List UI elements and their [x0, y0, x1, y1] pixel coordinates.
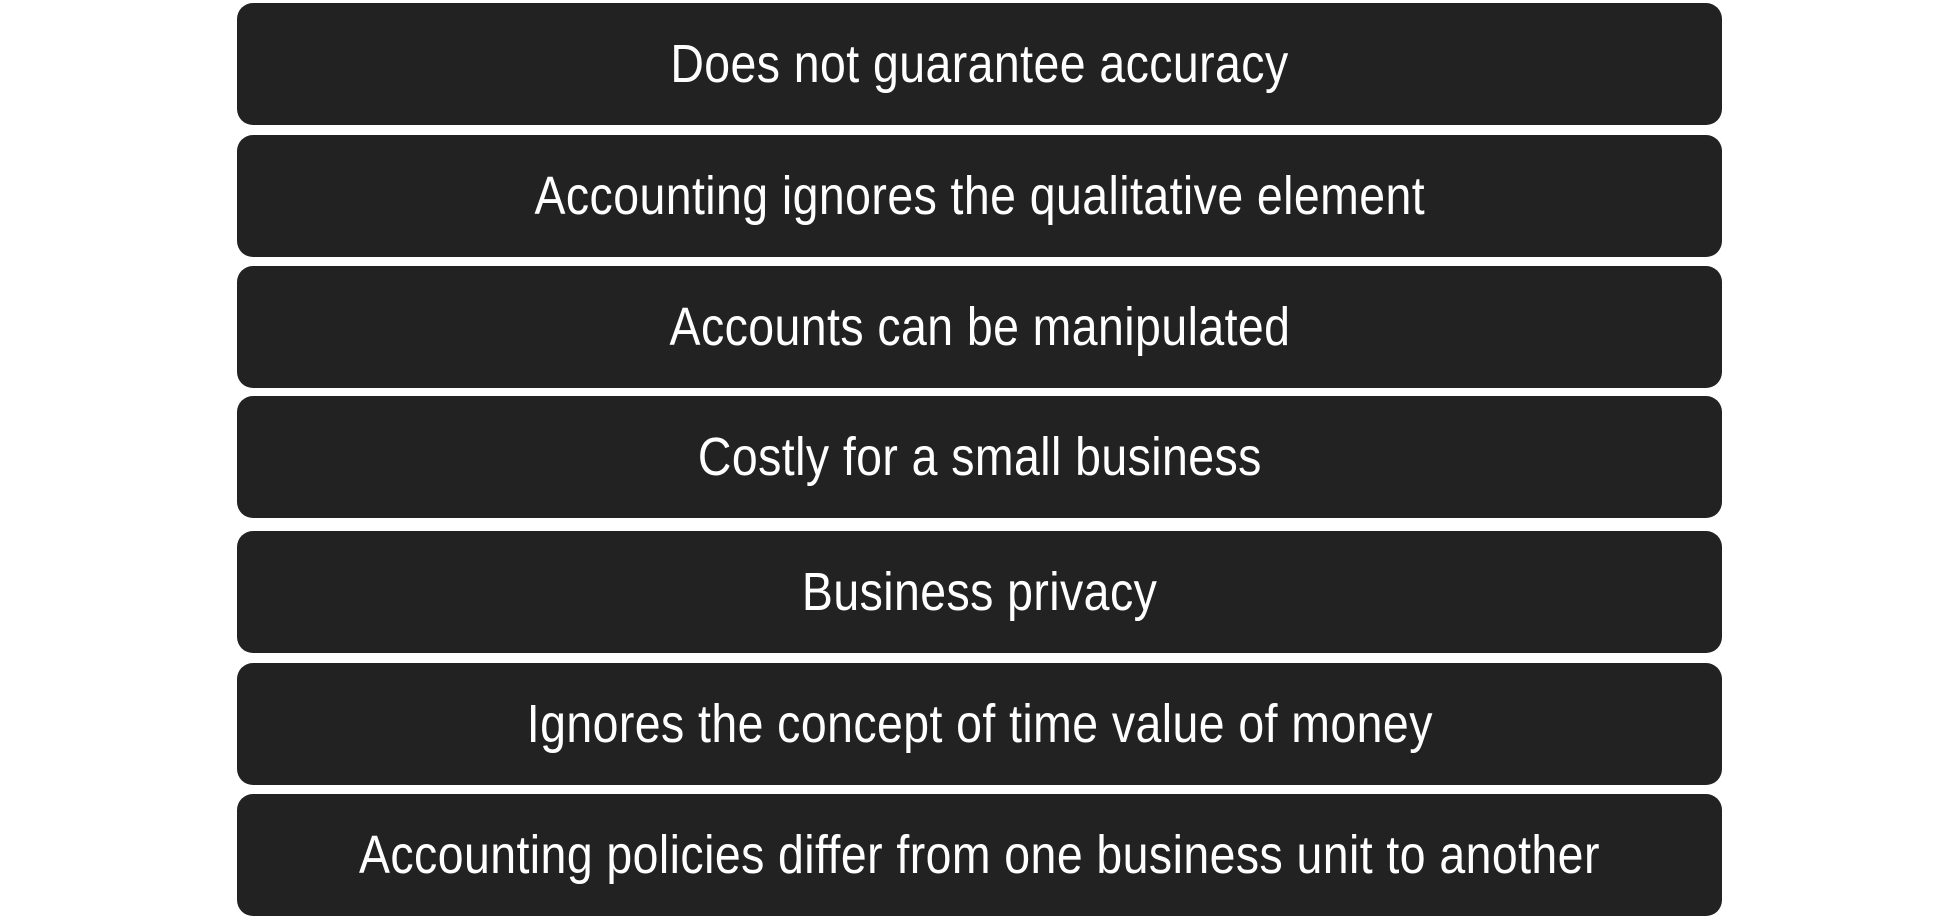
list-item: Ignores the concept of time value of mon… [237, 663, 1722, 785]
list-item: Costly for a small business [237, 396, 1722, 518]
list-item: Does not guarantee accuracy [237, 3, 1722, 125]
list-item-label: Accounts can be manipulated [669, 297, 1290, 357]
list-item-label: Business privacy [801, 562, 1158, 622]
list-item-label: Costly for a small business [697, 427, 1262, 487]
list-item-label: Does not guarantee accuracy [670, 34, 1289, 94]
list-item-label: Accounting ignores the qualitative eleme… [534, 166, 1425, 226]
list-item: Accounting policies differ from one busi… [237, 794, 1722, 916]
list-item-label: Accounting policies differ from one busi… [359, 825, 1600, 885]
list-item-label: Ignores the concept of time value of mon… [526, 694, 1433, 754]
list-item: Business privacy [237, 531, 1722, 653]
list-item: Accounts can be manipulated [237, 266, 1722, 388]
list-item: Accounting ignores the qualitative eleme… [237, 135, 1722, 257]
